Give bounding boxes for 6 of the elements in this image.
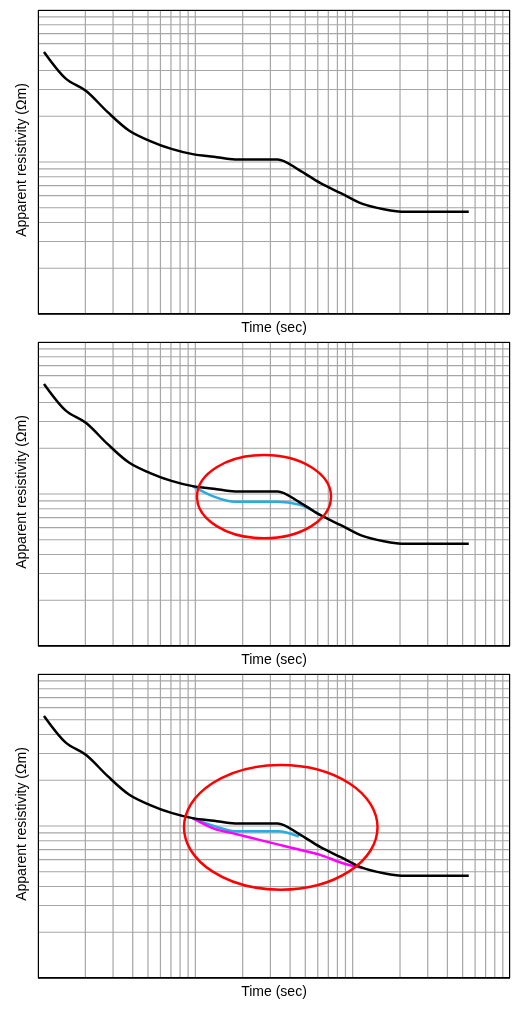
y-axis-title: Apparent resistivity (Ωm) — [13, 83, 29, 237]
y-axis-title: Apparent resistivity (Ωm) — [13, 747, 29, 901]
x-axis-title: Time (sec) — [240, 650, 308, 668]
x-axis-title: Time (sec) — [240, 318, 308, 336]
y-axis-title: Apparent resistivity (Ωm) — [13, 415, 29, 569]
x-axis-title: Time (sec) — [240, 982, 308, 1000]
